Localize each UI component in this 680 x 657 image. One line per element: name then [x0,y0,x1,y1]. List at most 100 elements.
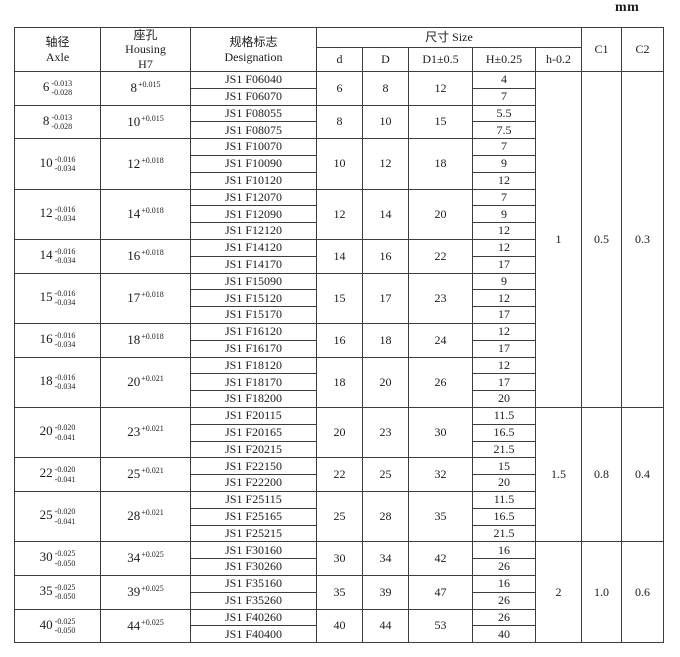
designation-cell: JS1 F25165 [190,507,317,526]
axle-nominal: 8 [42,112,50,128]
spec-table: 轴径 Axle 座孔 Housing H7 规格标志 Designation 尺… [14,27,664,644]
D1-value-cell: 15 [408,104,473,140]
D1-value-cell: 42 [408,541,473,576]
c2-value-cell: 0.4 [621,406,664,543]
table-row: 15 -0.016 -0.034 17+0.018 JS1 F15090 15 17 23 9 [14,272,664,324]
axle-tol-upper: -0.016 [54,331,76,341]
H-value-cell: 11.5 [472,490,536,509]
housing-tolerance: +0.021 [141,374,164,384]
designation-cell: JS1 F30260 [190,558,317,576]
designation-cell: JS1 F10090 [190,154,317,173]
d-value-cell: 25 [316,490,363,543]
axle-nominal: 18 [39,372,53,388]
axle-cell: 22 -0.020 -0.041 [14,457,101,492]
housing-nominal: 18 [127,332,141,348]
col-header-c2: C2 [621,27,664,72]
axle-tol-upper: -0.016 [54,289,76,299]
d-value-cell: 16 [316,322,363,358]
D-value-cell: 25 [362,457,409,492]
housing-tolerance: +0.015 [141,113,164,123]
housing-cell: 39+0.025 [100,574,191,610]
designation-cell: JS1 F25215 [190,524,317,543]
table-row: JS1 F08075 7.5 [15,121,664,140]
axle-nominal: 10 [39,154,53,170]
axle-nominal: 40 [39,616,53,632]
housing-tolerance: +0.018 [141,206,164,216]
designation-cell: JS1 F10120 [190,171,317,190]
housing-cell: 18+0.018 [100,322,191,358]
H-value-cell: 12 [472,322,536,341]
H-value-cell: 12 [472,222,536,240]
D1-value-cell: 18 [408,138,473,190]
D1-value-cell: 32 [408,457,473,492]
col-header-axle: 轴径 Axle [14,27,101,72]
table-row: JS1 F15120 12 [15,289,664,308]
H-value-cell: 16.5 [472,507,536,526]
col-header-H: H±0.25 [472,47,536,72]
designation-cell: JS1 F15170 [190,306,317,324]
D-value-cell: 16 [362,238,409,274]
designation-cell: JS1 F12120 [190,222,317,240]
D-value-cell: 28 [362,490,409,543]
designation-cell: JS1 F14170 [190,255,317,274]
H-value-cell: 7 [472,188,536,207]
axle-tolerance: -0.016 -0.034 [55,373,76,391]
d-value-cell: 6 [316,71,363,106]
housing-cell: 28+0.021 [100,490,191,543]
designation-cell: JS1 F14120 [190,238,317,257]
axle-tol-upper: -0.016 [54,247,76,257]
table-row: 30 -0.025 -0.050 34+0.025 JS1 F30160 30 34 42 16… [14,541,664,644]
designation-cell: JS1 F06070 [190,87,317,106]
col-header-h: h-0.2 [535,47,582,72]
axle-header-en: Axle [45,49,70,64]
table-row: 8 -0.013 -0.028 10+0.015 JS1 F08055 8 10 15 5.5 [14,104,664,140]
housing-nominal: 16 [127,248,141,264]
axle-tolerance: -0.016 -0.034 [55,247,76,265]
H-value-cell: 26 [472,591,536,610]
col-header-c1: C1 [581,27,622,72]
H-value-cell: 12 [472,356,536,375]
header-row-top: 轴径 Axle 座孔 Housing H7 规格标志 Designation 尺… [14,27,664,72]
designation-cell: JS1 F20165 [190,423,317,442]
d-value-cell: 18 [316,356,363,408]
h-value-cell: 2 [535,541,582,644]
axle-tol-lower: -0.041 [54,516,76,526]
H-value-cell: 16 [472,541,536,560]
axle-tol-lower: -0.034 [54,214,76,224]
housing-header-fit: H7 [138,56,153,71]
H-value-cell: 26 [472,558,536,576]
H-value-cell: 7 [472,87,536,106]
axle-tolerance: -0.013 -0.028 [51,113,72,131]
D1-value-cell: 22 [408,238,473,274]
axle-cell: 20 -0.020 -0.041 [14,406,101,459]
designation-cell: JS1 F20215 [190,440,317,459]
axle-cell: 16 -0.016 -0.034 [14,322,101,358]
axle-tol-lower: -0.041 [54,432,76,442]
col-header-housing: 座孔 Housing H7 [100,27,191,72]
axle-nominal: 22 [39,465,53,481]
table-row: JS1 F22200 20 [15,474,664,492]
axle-tol-upper: -0.025 [54,549,76,559]
housing-tolerance: +0.021 [141,466,164,476]
D-value-cell: 8 [362,71,409,106]
housing-tolerance: +0.025 [141,584,164,594]
H-value-cell: 4 [472,71,536,89]
housing-cell: 20+0.021 [100,356,191,408]
axle-tol-lower: -0.028 [51,121,73,131]
axle-tol-upper: -0.025 [54,616,76,626]
H-value-cell: 12 [472,238,536,257]
designation-cell: JS1 F18120 [190,356,317,375]
axle-tolerance: -0.020 -0.041 [55,507,76,525]
table-row: 16 -0.016 -0.034 18+0.018 JS1 F16120 16 18 24 12 [14,322,664,358]
housing-nominal: 10 [127,113,141,129]
housing-cell: 23+0.021 [100,406,191,459]
axle-tol-lower: -0.050 [54,558,76,568]
d-value-cell: 40 [316,608,363,644]
table-row: JS1 F12090 9 [15,205,664,224]
D1-value-cell: 23 [408,272,473,324]
axle-tol-lower: -0.041 [54,474,76,484]
designation-cell: JS1 F22200 [190,474,317,492]
H-value-cell: 9 [472,205,536,224]
axle-cell: 35 -0.025 -0.050 [14,574,101,610]
axle-tolerance: -0.025 -0.050 [55,549,76,567]
